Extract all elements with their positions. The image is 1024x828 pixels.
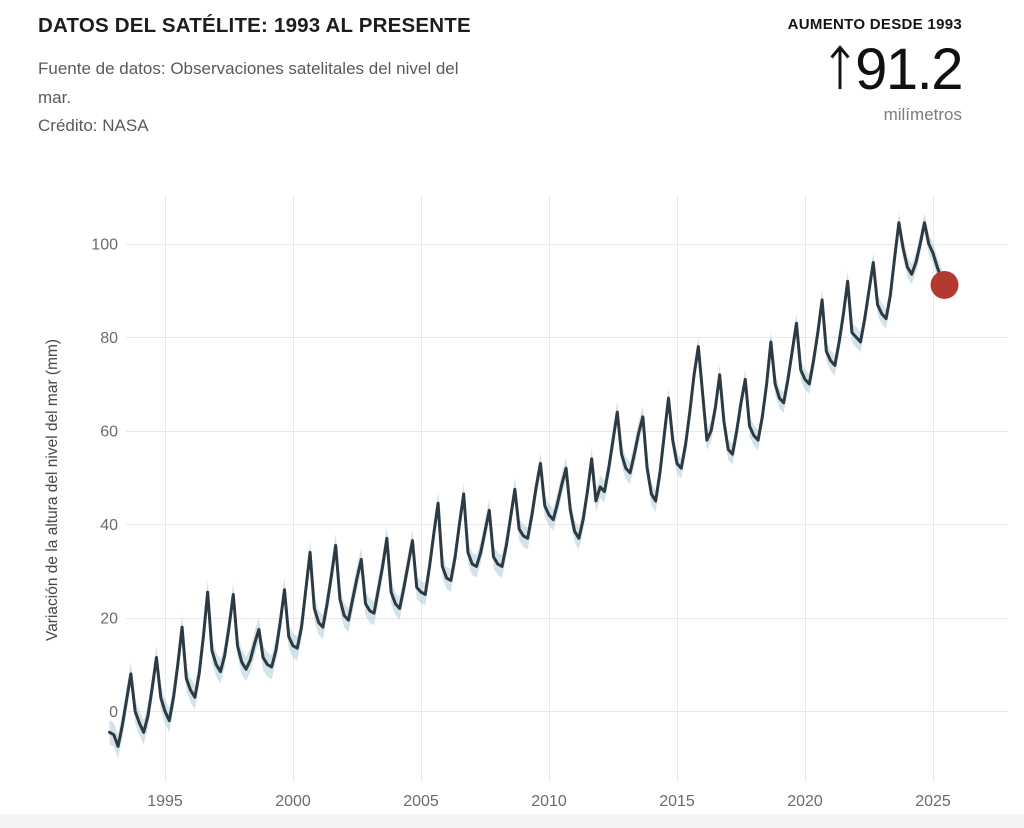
rise-stat-block: AUMENTO DESDE 1993 91.2 milímetros (787, 16, 964, 125)
y-axis-title: Variación de la altura del nivel del mar… (44, 338, 61, 642)
page-title: DATOS DEL SATÉLITE: 1993 AL PRESENTE (38, 14, 471, 37)
stat-value: 91.2 (788, 41, 963, 101)
bottom-strip (0, 814, 1024, 828)
stat-unit: milímetros (883, 105, 962, 124)
up-arrow-icon (828, 43, 852, 101)
chart-header: DATOS DEL SATÉLITE: 1993 AL PRESENTE Fue… (38, 14, 471, 141)
stat-label: AUMENTO DESDE 1993 (787, 16, 962, 33)
credit-line: Crédito: NASA (38, 116, 149, 135)
data-source-line-2: mar. (38, 87, 72, 107)
data-source-line-1: Fuente de datos: Observaciones satelital… (38, 59, 459, 78)
stat-number: 91.2 (855, 37, 963, 102)
